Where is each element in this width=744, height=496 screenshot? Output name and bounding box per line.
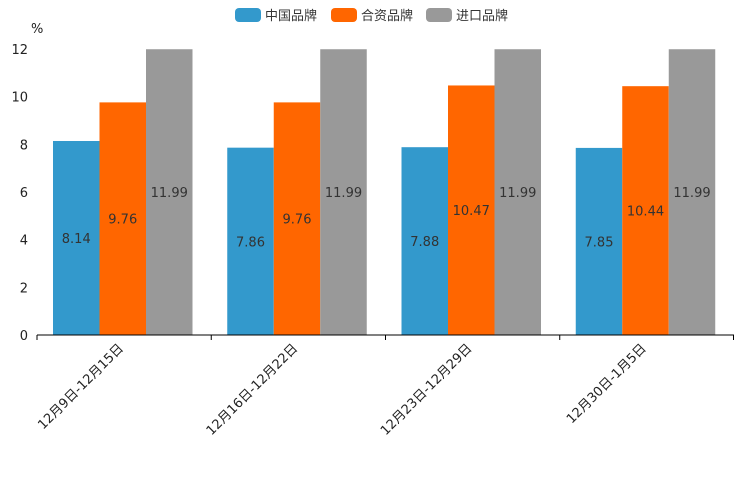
bar [227, 147, 274, 335]
bar-value-label: 7.86 [236, 235, 265, 250]
bar-value-label: 10.44 [627, 205, 664, 220]
bar [575, 147, 623, 335]
x-tick-label: 12月9日-12月15日 [35, 341, 127, 433]
x-tick-label: 12月30日-1月5日 [564, 341, 650, 427]
y-axis-unit: % [31, 22, 43, 37]
y-tick-label: 10 [11, 91, 28, 106]
bar [401, 147, 448, 335]
legend: 中国品牌 合资品牌 进口品牌 [235, 8, 508, 24]
y-tick-label: 4 [20, 234, 28, 249]
bar-value-label: 7.85 [585, 235, 614, 250]
y-tick-label: 0 [20, 329, 28, 344]
bar [622, 86, 669, 336]
legend-label: 合资品牌 [361, 8, 413, 24]
bar-value-label: 11.99 [499, 186, 536, 201]
y-tick-label: 12 [11, 43, 28, 58]
bar-value-label: 11.99 [673, 186, 710, 201]
bar [146, 49, 193, 335]
legend-swatch [426, 8, 452, 22]
bar-value-label: 9.76 [108, 213, 137, 228]
bars: 8.14 9.76 11.99 7.86 9.76 11.99 7.88 10.47 11.99… [53, 49, 716, 336]
bar-value-label: 9.76 [283, 213, 312, 228]
bar [448, 85, 495, 335]
y-axis: 0 2 4 6 8 10 12 [11, 43, 28, 344]
bar [668, 49, 716, 335]
bar-value-label: 10.47 [453, 204, 490, 219]
x-tick-label: 12月23日-12月29日 [378, 341, 475, 438]
x-tick-label: 12月16日-12月22日 [204, 341, 301, 438]
legend-label: 中国品牌 [265, 8, 317, 24]
bar [99, 102, 146, 336]
y-tick-label: 6 [20, 186, 28, 201]
bar [494, 49, 541, 335]
bar-value-label: 7.88 [410, 235, 439, 250]
bar [53, 140, 100, 335]
y-tick-label: 8 [20, 138, 28, 153]
bar-value-label: 11.99 [325, 186, 362, 201]
bar [320, 49, 367, 335]
legend-label: 进口品牌 [456, 8, 508, 24]
bar-value-label: 8.14 [62, 232, 91, 247]
x-axis: 12月9日-12月15日 12月16日-12月22日 12月23日-12月29日 12… [35, 334, 734, 439]
bar [273, 102, 321, 336]
bar-value-label: 11.99 [151, 186, 188, 201]
y-tick-label: 2 [20, 281, 28, 296]
legend-swatch [235, 8, 261, 22]
legend-swatch [331, 8, 357, 22]
